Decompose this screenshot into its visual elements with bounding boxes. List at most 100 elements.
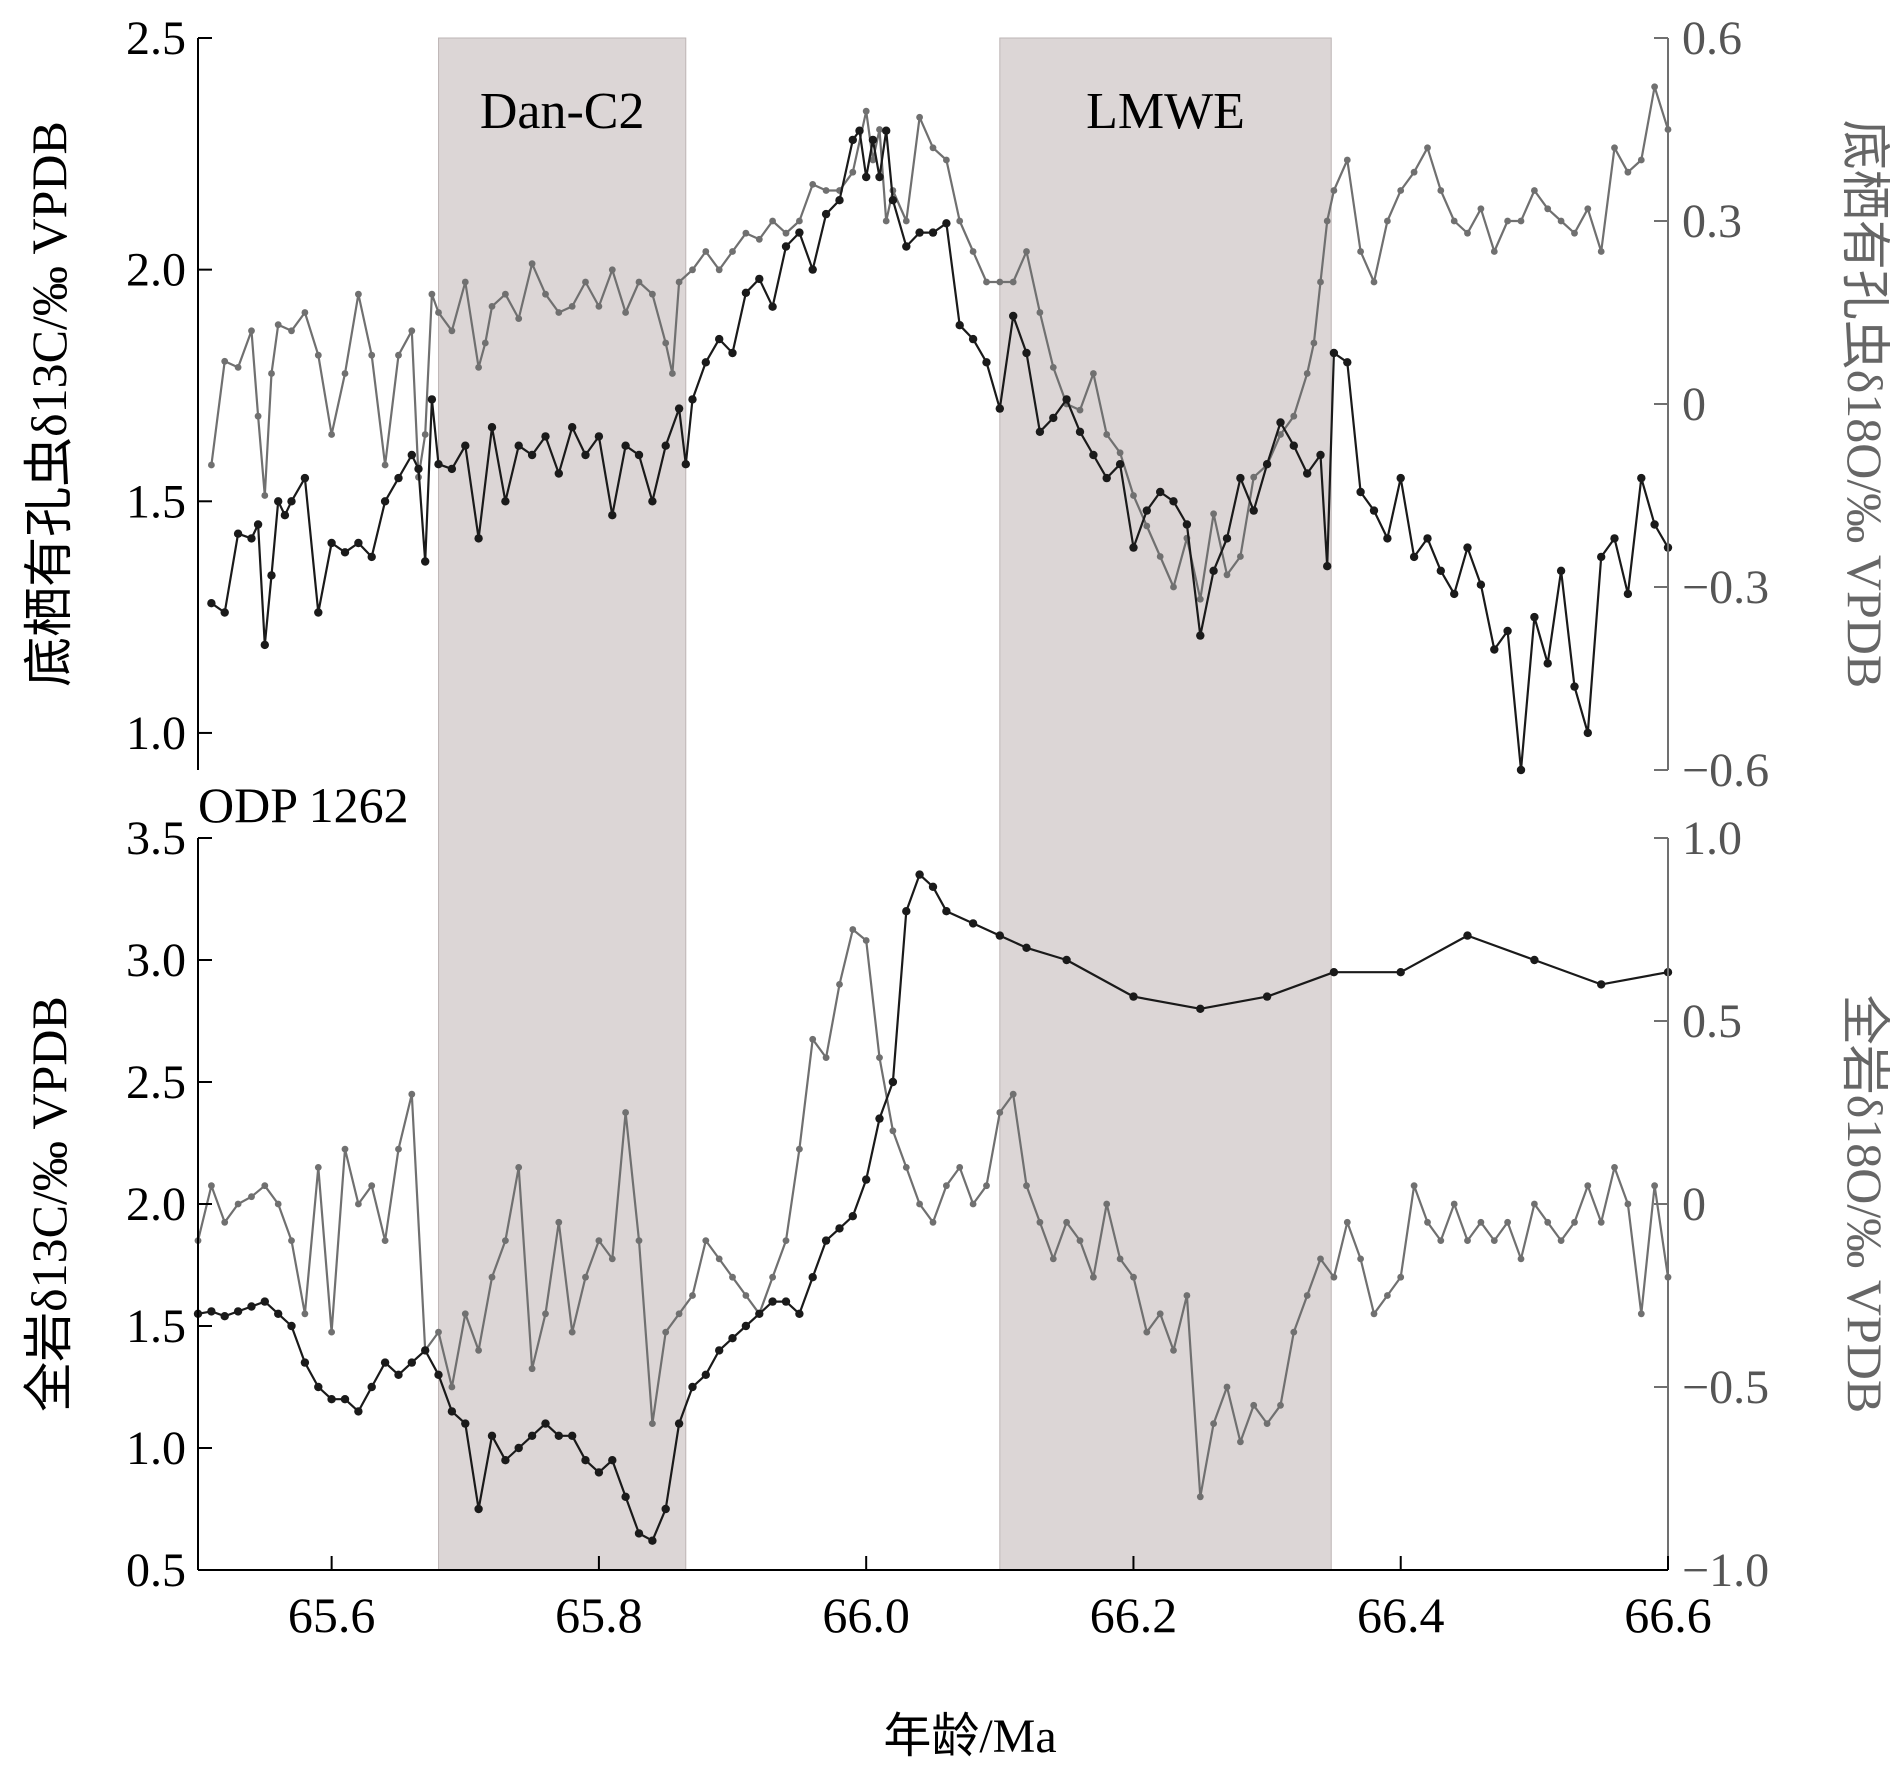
- right-tick-label: −0.5: [1682, 1361, 1769, 1414]
- data-point: [635, 278, 643, 286]
- data-point: [848, 1212, 857, 1221]
- data-point: [542, 1310, 549, 1318]
- data-point: [1396, 968, 1405, 977]
- data-point: [1464, 1237, 1471, 1244]
- data-point: [608, 511, 617, 520]
- data-point: [408, 1090, 416, 1098]
- data-point: [327, 1395, 336, 1404]
- data-point: [1075, 427, 1085, 436]
- data-point: [1531, 187, 1538, 194]
- data-point: [755, 274, 764, 284]
- data-point: [1490, 645, 1499, 654]
- data-point: [622, 1109, 629, 1116]
- data-point: [836, 981, 843, 988]
- data-point: [955, 321, 964, 330]
- data-point: [1130, 492, 1137, 499]
- data-point: [208, 1182, 215, 1190]
- left-tick-label: 1.0: [126, 1422, 186, 1475]
- data-point: [681, 460, 690, 469]
- data-point: [995, 931, 1004, 940]
- data-point: [261, 1182, 269, 1190]
- data-point: [1223, 571, 1231, 579]
- data-point: [395, 1145, 402, 1153]
- data-point: [555, 1218, 563, 1226]
- data-point: [983, 278, 990, 286]
- data-point: [662, 339, 670, 347]
- data-point: [1370, 278, 1378, 286]
- data-point: [1476, 580, 1486, 589]
- data-point: [1597, 552, 1606, 562]
- data-point: [380, 1358, 390, 1367]
- data-point: [487, 1431, 497, 1441]
- data-point: [1196, 631, 1205, 640]
- data-point: [1009, 1090, 1017, 1098]
- right-axis-title: 底栖有孔虫δ18O/‰ VPDB: [1837, 120, 1890, 689]
- data-point: [649, 290, 656, 298]
- x-tick-label: 66.6: [1624, 1587, 1712, 1643]
- data-point: [328, 1328, 335, 1336]
- data-point: [394, 1370, 403, 1380]
- data-point: [1323, 217, 1331, 225]
- data-point: [474, 534, 483, 543]
- data-point: [1062, 395, 1071, 404]
- data-point: [876, 126, 883, 133]
- data-point: [648, 497, 657, 506]
- data-point: [407, 1358, 416, 1367]
- data-point: [1343, 358, 1352, 367]
- data-point: [634, 1529, 644, 1538]
- data-point: [1237, 553, 1244, 560]
- data-point: [741, 1321, 751, 1331]
- data-point: [475, 364, 482, 371]
- data-point: [1490, 248, 1498, 255]
- data-point: [527, 450, 537, 460]
- right-tick-label: 0: [1682, 378, 1706, 431]
- data-point: [515, 1164, 523, 1171]
- data-point: [956, 217, 964, 225]
- x-tick-label: 66.4: [1357, 1587, 1445, 1643]
- data-point: [474, 1504, 483, 1514]
- data-point: [1210, 1420, 1217, 1427]
- data-point: [1383, 534, 1392, 543]
- data-point: [1036, 309, 1044, 316]
- left-tick-label: 3.5: [126, 812, 186, 865]
- data-point: [702, 1237, 710, 1244]
- data-point: [260, 1297, 269, 1306]
- right-tick-label: −0.3: [1682, 561, 1769, 614]
- data-point: [488, 1273, 496, 1281]
- data-point: [1329, 348, 1339, 358]
- data-point: [795, 228, 804, 237]
- data-point: [447, 464, 457, 474]
- data-point: [1517, 1255, 1525, 1263]
- data-point: [502, 290, 509, 298]
- data-point: [428, 290, 436, 298]
- data-point: [1049, 413, 1058, 423]
- data-point: [701, 1370, 710, 1380]
- data-point: [1384, 217, 1391, 225]
- data-point: [969, 1200, 977, 1208]
- data-point: [689, 266, 696, 274]
- data-point: [742, 229, 750, 237]
- data-point: [220, 1312, 229, 1321]
- data-point: [595, 1237, 603, 1244]
- x-tick-label: 65.8: [555, 1587, 643, 1643]
- data-point: [1023, 248, 1030, 255]
- right-tick-label: 1.0: [1682, 812, 1742, 865]
- data-point: [983, 1182, 990, 1190]
- series-line: [197, 873, 1669, 1542]
- data-point: [248, 327, 255, 335]
- data-point: [808, 1273, 817, 1282]
- data-point: [541, 1419, 550, 1428]
- data-point: [541, 432, 550, 441]
- data-point: [1009, 278, 1017, 286]
- data-point: [755, 235, 763, 243]
- data-point: [1651, 83, 1658, 91]
- data-point: [1277, 1401, 1284, 1409]
- data-point: [260, 640, 269, 650]
- data-point: [928, 228, 938, 237]
- data-point: [1370, 1310, 1378, 1318]
- data-point: [741, 288, 751, 297]
- data-point: [882, 126, 891, 135]
- data-point: [996, 1109, 1004, 1116]
- data-point: [1196, 1004, 1205, 1013]
